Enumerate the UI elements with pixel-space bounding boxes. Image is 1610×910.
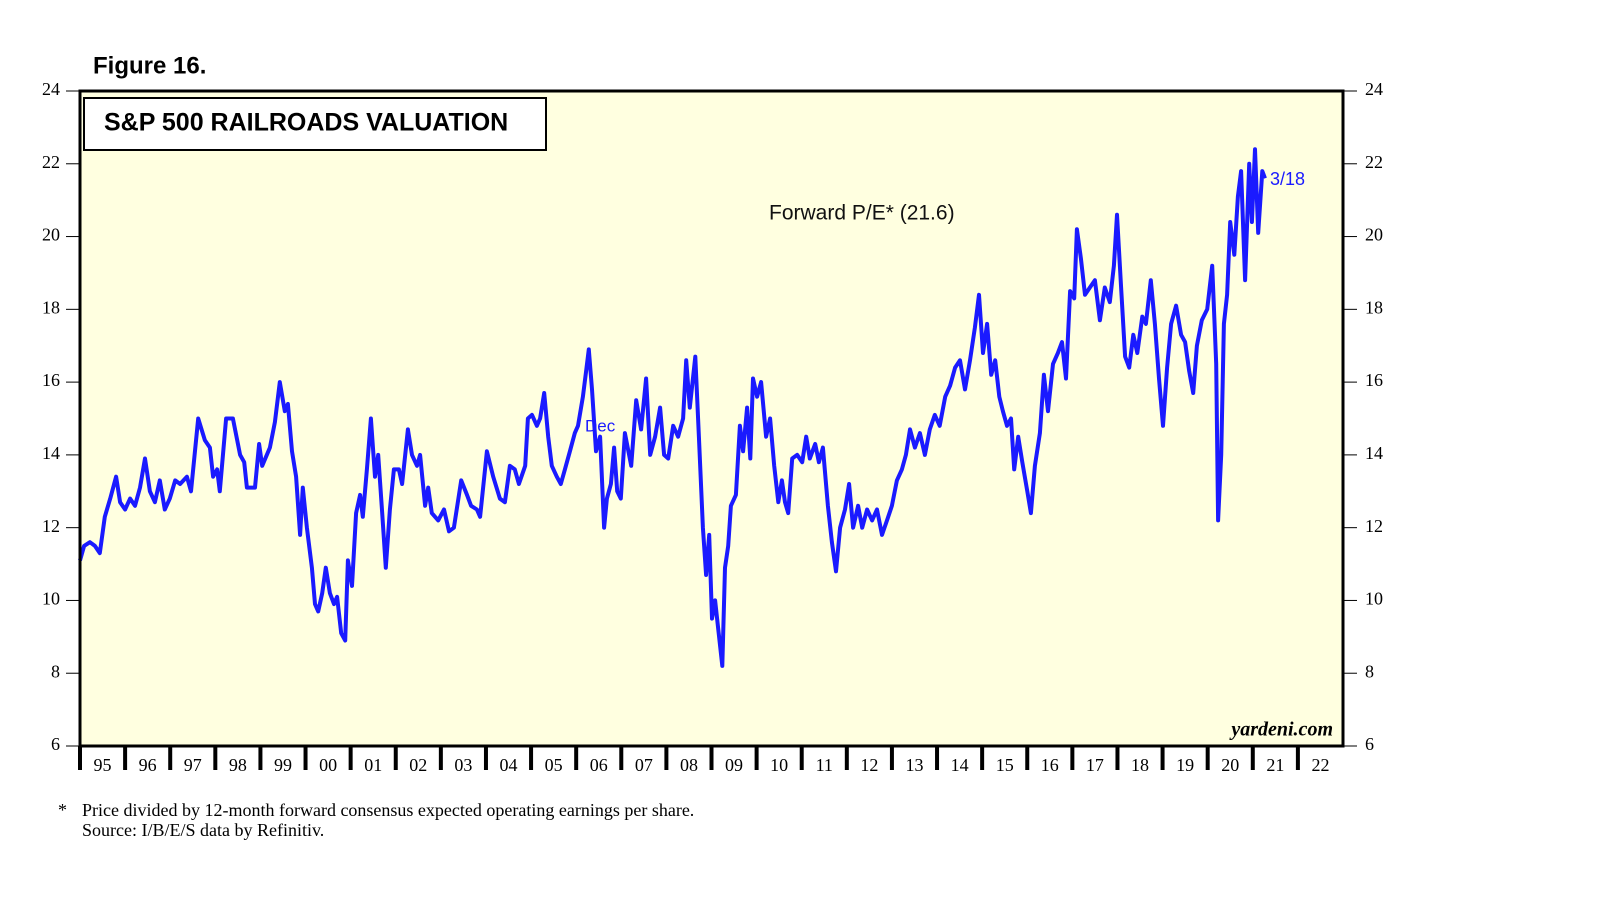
y-tick-label: 22 <box>42 152 60 172</box>
x-tick-label: 09 <box>725 755 743 775</box>
y-tick-label: 6 <box>51 734 60 754</box>
x-tick-label: 03 <box>454 755 472 775</box>
y-tick-label: 12 <box>42 516 60 536</box>
x-tick-label: 04 <box>500 755 518 775</box>
y-tick-label: 24 <box>42 79 60 99</box>
y2-tick-label: 22 <box>1365 152 1383 172</box>
x-tick-label: 00 <box>319 755 337 775</box>
y2-tick-label: 18 <box>1365 297 1383 317</box>
x-tick-label: 22 <box>1311 755 1329 775</box>
x-tick-label: 20 <box>1221 755 1239 775</box>
x-tick-label: 21 <box>1266 755 1284 775</box>
y-tick-label: 10 <box>42 589 60 609</box>
y2-tick-label: 14 <box>1365 443 1383 463</box>
footnote: Price divided by 12-month forward consen… <box>82 800 694 820</box>
series-label: Forward P/E* (21.6) <box>769 202 955 225</box>
y2-tick-label: 16 <box>1365 370 1383 390</box>
x-tick-label: 08 <box>680 755 698 775</box>
y2-tick-label: 8 <box>1365 661 1374 681</box>
y2-tick-label: 10 <box>1365 589 1383 609</box>
y-tick-label: 18 <box>42 297 60 317</box>
x-tick-label: 05 <box>545 755 563 775</box>
x-tick-label: 13 <box>905 755 923 775</box>
x-tick-label: 98 <box>229 755 247 775</box>
y-tick-label: 20 <box>42 225 60 245</box>
x-tick-label: 95 <box>94 755 112 775</box>
source-note: Source: I/B/E/S data by Refinitiv. <box>82 820 324 840</box>
x-tick-label: 15 <box>996 755 1014 775</box>
x-tick-label: 14 <box>951 755 969 775</box>
x-tick-label: 19 <box>1176 755 1194 775</box>
y2-tick-label: 20 <box>1365 225 1383 245</box>
y-tick-label: 16 <box>42 370 60 390</box>
plot-area <box>80 91 1343 746</box>
x-tick-label: 11 <box>816 755 833 775</box>
x-tick-label: 02 <box>409 755 427 775</box>
x-tick-label: 01 <box>364 755 382 775</box>
y2-tick-label: 24 <box>1365 79 1383 99</box>
y-tick-label: 14 <box>42 443 60 463</box>
x-tick-label: 97 <box>184 755 202 775</box>
annotation: Dec <box>585 416 616 435</box>
y2-tick-label: 6 <box>1365 734 1374 754</box>
x-tick-label: 96 <box>139 755 157 775</box>
x-tick-label: 16 <box>1041 755 1059 775</box>
y-tick-label: 8 <box>51 661 60 681</box>
x-tick-label: 12 <box>860 755 878 775</box>
watermark: yardeni.com <box>1229 719 1333 741</box>
x-tick-label: 07 <box>635 755 653 775</box>
chart-title: S&P 500 RAILROADS VALUATION <box>104 109 508 137</box>
figure-label: Figure 16. <box>93 52 206 79</box>
annotation: 3/18 <box>1270 169 1305 189</box>
y2-tick-label: 12 <box>1365 516 1383 536</box>
x-tick-label: 10 <box>770 755 788 775</box>
footnote-mark: * <box>58 800 67 820</box>
x-tick-label: 99 <box>274 755 292 775</box>
x-tick-label: 18 <box>1131 755 1149 775</box>
series-line <box>78 147 1267 668</box>
x-tick-label: 06 <box>590 755 608 775</box>
x-tick-label: 17 <box>1086 755 1104 775</box>
title-box <box>83 97 547 151</box>
